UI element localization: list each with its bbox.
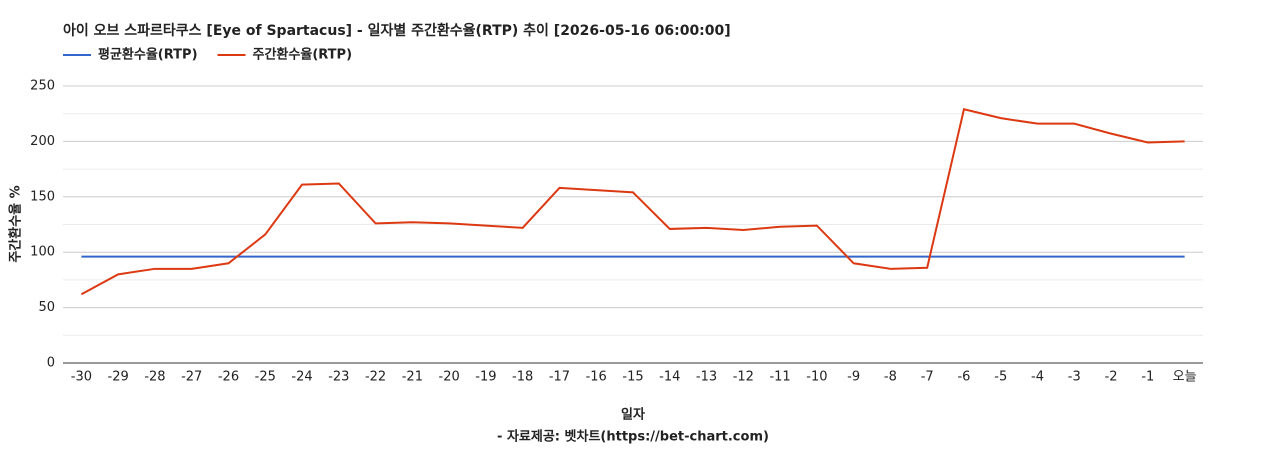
x-tick-label: -7 <box>921 370 934 385</box>
y-tick-label: 250 <box>30 79 55 94</box>
x-tick-label: -18 <box>512 370 533 385</box>
x-axis-label: 일자 <box>621 408 645 423</box>
x-tick-label: -6 <box>957 370 970 385</box>
series-line <box>80 108 1185 296</box>
y-tick-label: 200 <box>30 134 55 149</box>
x-tick-label: -21 <box>402 370 423 385</box>
x-tick-label: -24 <box>291 370 312 385</box>
x-tick-label: -8 <box>884 370 897 385</box>
legend-label: 주간환수율(RTP) <box>253 47 353 63</box>
source: - 자료제공: 벳차트(https://bet-chart.com) <box>497 429 769 445</box>
x-tick-label: -16 <box>586 370 607 385</box>
x-tick-label: -15 <box>622 370 643 385</box>
x-tick-label: -30 <box>71 370 92 385</box>
x-tick-label: -9 <box>847 370 860 385</box>
x-tick-label: -17 <box>549 370 570 385</box>
x-tick-label: -5 <box>994 370 1007 385</box>
x-tick-label: -4 <box>1031 370 1044 385</box>
x-tick-label: -12 <box>733 370 754 385</box>
x-tick-label: -2 <box>1105 370 1118 385</box>
x-tick-label: 오늘 <box>1173 370 1197 385</box>
y-tick-label: 100 <box>30 245 55 260</box>
x-tick-label: -11 <box>769 370 790 385</box>
x-tick-label: -3 <box>1068 370 1081 385</box>
x-tick-label: -10 <box>806 370 827 385</box>
y-tick-label: 50 <box>38 300 55 315</box>
x-tick-label: -28 <box>144 370 165 385</box>
chart-title: 아이 오브 스파르타쿠스 [Eye of Spartacus] - 일자별 주간… <box>63 22 731 39</box>
x-tick-label: -22 <box>365 370 386 385</box>
legend-label: 평균환수율(RTP) <box>98 47 198 63</box>
x-tick-label: -29 <box>108 370 129 385</box>
x-tick-label: -27 <box>181 370 202 385</box>
x-tick-label: -26 <box>218 370 239 385</box>
y-tick-label: 0 <box>47 356 55 371</box>
x-tick-label: -25 <box>255 370 276 385</box>
x-tick-label: -20 <box>439 370 460 385</box>
y-tick-label: 150 <box>30 189 55 204</box>
x-tick-label: -23 <box>328 370 349 385</box>
y-axis-label: 주간환수율 % <box>8 185 24 262</box>
x-tick-label: -13 <box>696 370 717 385</box>
x-tick-label: -1 <box>1141 370 1154 385</box>
x-tick-label: -19 <box>475 370 496 385</box>
x-tick-label: -14 <box>659 370 680 385</box>
